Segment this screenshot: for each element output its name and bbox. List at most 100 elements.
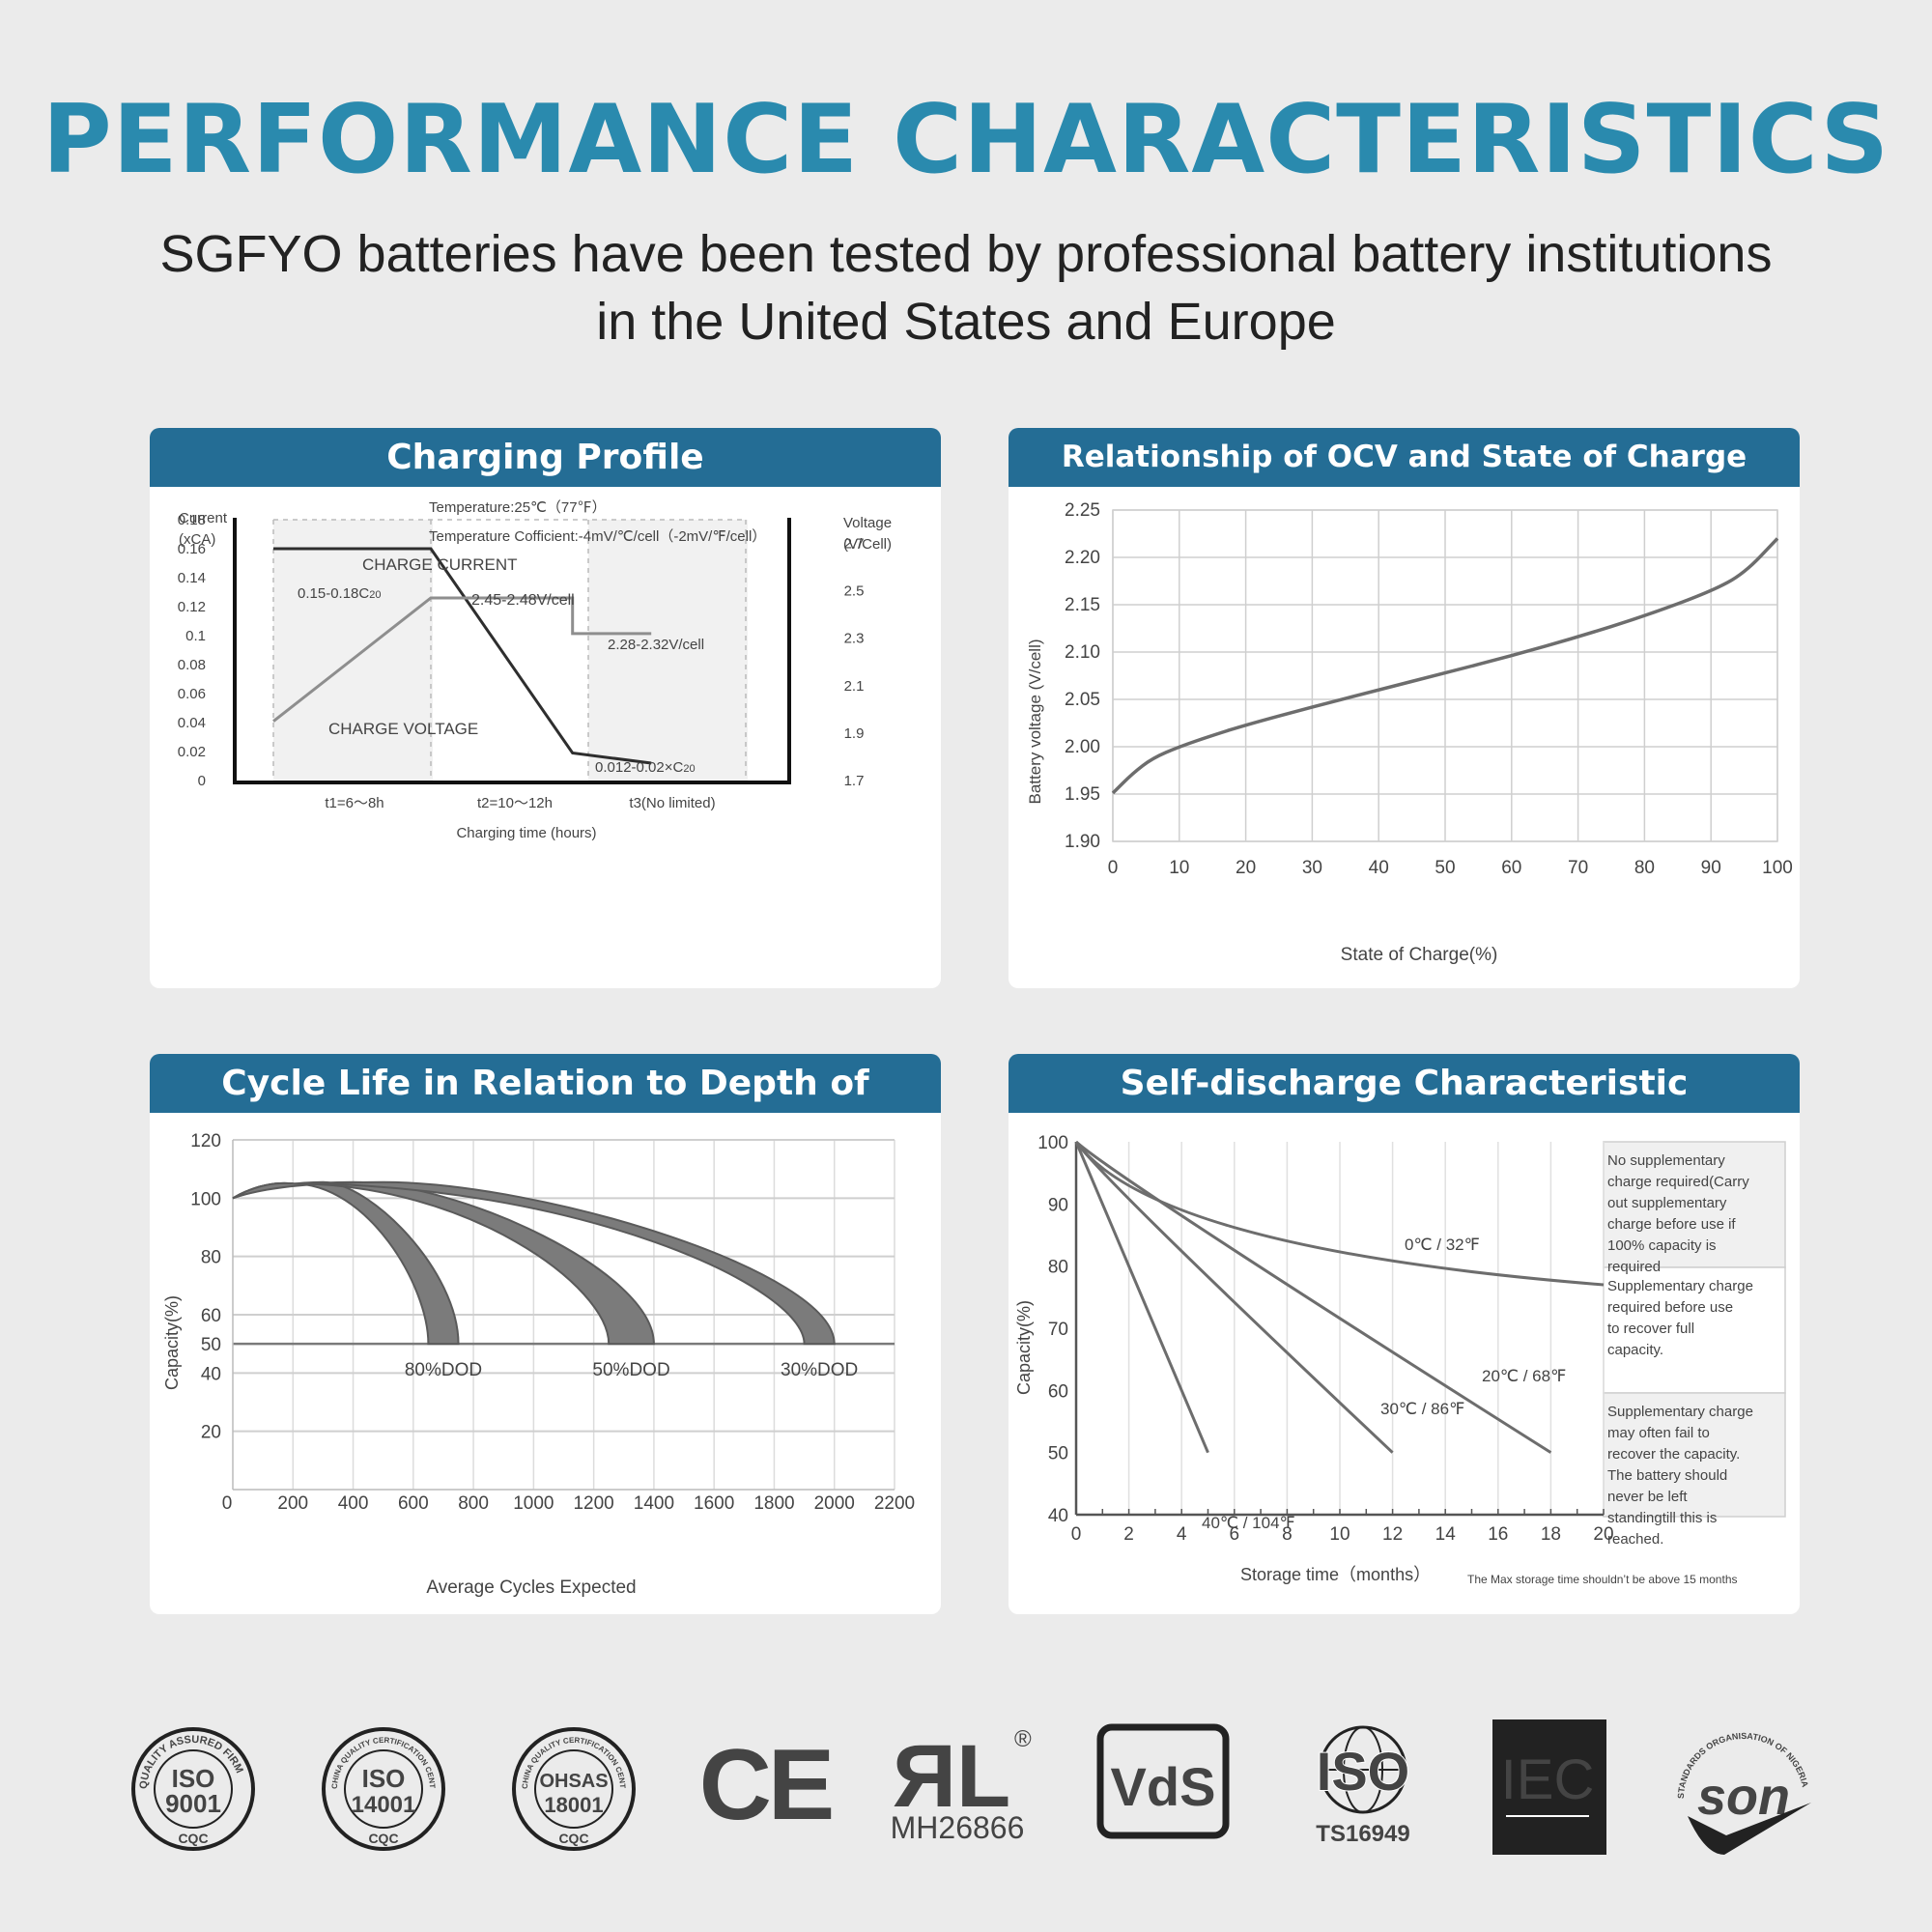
charging-y-tick: 0.1 [185,628,206,644]
ocv-x-tick: 40 [1369,858,1389,878]
ocv-x-tick: 80 [1634,858,1655,878]
iso-ts-logo: ISO TS16949 [1316,1725,1410,1847]
self-discharge-panel: Self-discharge Characteristic No supplem… [1009,1054,1800,1614]
charging-y2-tick: 1.9 [844,725,865,742]
sd-y-tick: 50 [1048,1444,1068,1464]
cycle-y-tick: 20 [201,1423,221,1443]
svg-text:9001: 9001 [165,1789,221,1818]
certification-logos: QUALITY ASSURED FIRM ISO 9001 CQC CHINA … [0,1710,1932,1864]
charging-note-temperature: Temperature:25℃（77℉） [429,499,607,516]
sd-x-tick: 12 [1382,1524,1403,1545]
dod-label: 80%DOD [405,1360,482,1380]
svg-text:®: ® [1014,1726,1032,1752]
cycle-y-tick: 80 [201,1248,221,1268]
cycle-x-tick: 0 [222,1493,233,1514]
sd-x-tick: 18 [1541,1524,1561,1545]
self-discharge-curve-1 [1074,1141,1605,1287]
svg-text:VdS: VdS [1111,1756,1216,1817]
cycle-x-tick: 800 [458,1493,489,1514]
ocv-y-tick: 2.05 [1065,690,1100,710]
charging-y2-tick: 2.5 [844,583,865,600]
ocv-y-tick: 2.10 [1065,642,1100,663]
iso9001-logo: QUALITY ASSURED FIRM ISO 9001 CQC [131,1727,255,1851]
svg-text:MH26866: MH26866 [891,1810,1025,1845]
advice-band-text: No supplementary charge required(Carry out… [1607,1152,1749,1275]
cycle-life-chart: 80%DOD 50%DOD 30%DOD 0 200 400 600 800 1000 1200… [162,1131,915,1598]
charging-ylabel-2: (xCA) [179,531,215,548]
cycle-x-tick: 1600 [694,1493,734,1514]
self-discharge-label: 20℃ / 68℉ [1482,1367,1566,1385]
cycle-y-tick: 50 [201,1335,221,1355]
svg-text:OHSAS: OHSAS [539,1771,608,1792]
charging-y-tick: 0.02 [178,744,206,760]
sd-x-tick: 2 [1123,1524,1134,1545]
svg-text:IEC: IEC [1501,1748,1595,1811]
self-discharge-grid [1074,1142,1605,1517]
sd-y-tick: 40 [1048,1506,1068,1526]
advice-band-text: Supplementary charge may often fail to rec… [1607,1404,1753,1548]
sd-y-tick: 100 [1037,1133,1068,1153]
svg-text:ЯL: ЯL [893,1727,1010,1826]
cycle-life-title: Cycle Life in Relation to Depth of Disch… [150,1054,941,1162]
annotation-tail-current: 0.012-0.02×C20 [595,759,696,776]
phase-1-band [273,520,433,781]
charging-y2-tick: 2.7 [844,536,865,553]
self-discharge-curve-4 [1074,1141,1209,1454]
charging-profile-chart: 0.18 0.16 0.14 0.12 0.1 0.08 0.06 0.04 0.02 0 2.7… [178,499,892,841]
dod-label: 50%DOD [592,1360,669,1380]
svg-text:CQC: CQC [368,1831,398,1846]
ocv-x-tick: 50 [1435,858,1455,878]
page-subtitle: SGFYO batteries have been tested by prof… [0,220,1932,355]
ocv-title: Relationship of OCV and State of Charge … [1009,428,1800,533]
sd-x-tick: 6 [1230,1524,1240,1545]
series-label-charge-current: CHARGE CURRENT [362,555,518,574]
ce-logo: CE [699,1729,833,1841]
charging-y2-tick: 1.7 [844,773,865,789]
charging-ylabel-1: Current [179,510,228,526]
svg-text:CQC: CQC [558,1831,588,1846]
sd-x-tick: 8 [1282,1524,1293,1545]
self-discharge-label: 30℃ / 86℉ [1380,1400,1464,1418]
ocv-x-tick: 70 [1568,858,1588,878]
ocv-y-tick: 2.00 [1065,737,1100,757]
ocv-y-tick: 1.90 [1065,832,1100,852]
cycle-life-panel: Cycle Life in Relation to Depth of Disch… [150,1054,941,1614]
svg-text:CQC: CQC [178,1831,208,1846]
ocv-y-tick: 2.25 [1065,500,1100,521]
cycle-y-tick: 40 [201,1364,221,1384]
charging-y-tick: 0.06 [178,686,206,702]
svg-text:ISO: ISO [362,1764,406,1793]
charging-y-tick: 0.04 [178,715,206,731]
self-discharge-curve-2 [1075,1140,1552,1454]
sd-y-tick: 70 [1048,1320,1068,1340]
charging-y2label-2: (V/Cell) [843,536,892,553]
ocv-y-tick: 2.15 [1065,595,1100,615]
sd-x-tick: 16 [1488,1524,1508,1545]
ocv-plot-frame [1112,509,1778,842]
svg-text:TS16949: TS16949 [1316,1821,1409,1847]
cycle-ylabel: Capacity(%) [162,1295,182,1390]
sd-x-tick: 0 [1071,1524,1082,1545]
ocv-curve [1111,537,1779,795]
ohsas18001-logo: CHINA QUALITY CERTIFICATION CENTRE OHSAS… [506,1710,636,1851]
dod-label: 30%DOD [781,1360,858,1380]
svg-text:ISO: ISO [1317,1741,1409,1802]
charging-y2-tick: 2.3 [844,631,865,647]
cycle-x-tick: 400 [338,1493,369,1514]
self-discharge-xlabel: Storage time（months） [1240,1565,1431,1584]
sd-y-tick: 80 [1048,1258,1068,1278]
cycle-x-tick: 200 [277,1493,308,1514]
charge-current-line [273,547,652,765]
sd-x-tick: 20 [1593,1524,1613,1545]
iso14001-logo: CHINA QUALITY CERTIFICATION CENTRE ISO 1… [316,1710,445,1851]
svg-text:son: son [1697,1768,1790,1826]
ocv-grid [1112,509,1778,842]
ocv-y-tick: 2.20 [1065,548,1100,568]
charging-note-coefficient: Temperature Cofficient:-4mV/℃/cell（-2mV/… [429,528,766,545]
charging-profile-title: Charging Profile [150,428,941,487]
cycle-x-tick: 1200 [573,1493,613,1514]
ocv-x-tick: 20 [1236,858,1256,878]
ocv-chart: 0 10 20 30 40 50 60 70 80 90 100 2.25 2.20 2.15 2.10 2… [1026,500,1793,965]
self-discharge-label: 0℃ / 32℉ [1405,1236,1480,1254]
charging-y2label-1: Voltage [843,515,892,531]
